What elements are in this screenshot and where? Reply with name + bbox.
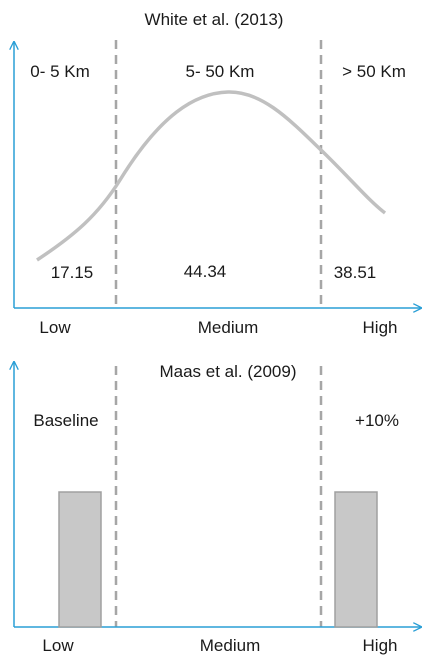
value-near: 17.15 xyxy=(51,263,94,282)
bottom-panel: Maas et al. (2009) Baseline +10% Low Med… xyxy=(14,362,421,655)
baseline-label: Baseline xyxy=(33,411,98,430)
top-title: White et al. (2013) xyxy=(145,10,284,29)
bottom-title: Maas et al. (2009) xyxy=(159,362,296,381)
zone-label-mid: 5- 50 Km xyxy=(186,62,255,81)
top-xlabel-high: High xyxy=(363,318,398,337)
bottom-xlabel-medium: Medium xyxy=(200,636,260,655)
bar-high xyxy=(334,491,378,628)
top-xlabel-low: Low xyxy=(39,318,71,337)
top-xlabel-medium: Medium xyxy=(198,318,258,337)
top-panel: White et al. (2013) 0- 5 Km 5- 50 Km > 5… xyxy=(14,10,421,337)
zone-label-far: > 50 Km xyxy=(342,62,406,81)
zone-label-near: 0- 5 Km xyxy=(30,62,90,81)
value-far: 38.51 xyxy=(334,263,377,282)
distribution-curve xyxy=(36,90,387,262)
increase-label: +10% xyxy=(355,411,399,430)
bottom-xlabel-low: Low xyxy=(42,636,74,655)
value-mid: 44.34 xyxy=(184,262,227,281)
bar-low xyxy=(58,491,102,628)
bottom-xlabel-high: High xyxy=(363,636,398,655)
